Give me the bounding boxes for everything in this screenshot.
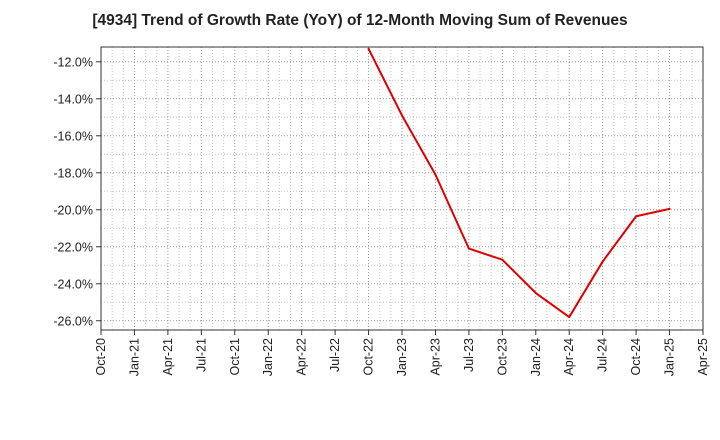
data-point xyxy=(568,316,571,319)
y-tick-label: -16.0% xyxy=(53,129,93,143)
data-point xyxy=(601,260,604,263)
x-tick-label: Oct-20 xyxy=(94,338,108,376)
series-line xyxy=(367,47,671,319)
chart-title: [4934] Trend of Growth Rate (YoY) of 12-… xyxy=(92,12,628,29)
x-tick-label: Oct-24 xyxy=(629,338,643,376)
y-tick-label: -24.0% xyxy=(53,277,93,291)
x-tick-label: Jan-23 xyxy=(395,338,409,376)
x-tick-label: Jul-22 xyxy=(328,338,342,372)
x-tick-label: Jul-23 xyxy=(462,338,476,372)
y-tick-label: -22.0% xyxy=(53,240,93,254)
x-tick-label: Jan-24 xyxy=(529,338,543,376)
y-tick-label: -18.0% xyxy=(53,166,93,180)
data-point xyxy=(668,207,671,210)
x-tick-label: Apr-23 xyxy=(428,338,442,376)
x-tick-label: Apr-25 xyxy=(696,338,710,376)
data-point xyxy=(367,47,370,50)
series-layer xyxy=(367,47,671,319)
x-tick-label: Oct-22 xyxy=(362,338,376,376)
x-tick-label: Jul-21 xyxy=(194,338,208,372)
grid-layer xyxy=(101,47,703,330)
x-tick-label: Jul-24 xyxy=(596,338,610,372)
data-point xyxy=(534,292,537,295)
y-tick-label: -20.0% xyxy=(53,203,93,217)
y-tick-label: -12.0% xyxy=(53,55,93,69)
data-point xyxy=(467,247,470,250)
y-tick-label: -14.0% xyxy=(53,92,93,106)
data-point xyxy=(434,173,437,176)
x-tick-label: Jan-22 xyxy=(261,338,275,376)
x-tick-label: Oct-21 xyxy=(228,338,242,376)
x-tick-label: Jan-21 xyxy=(127,338,141,376)
labels-layer: -12.0% -14.0% -16.0% -18.0% -20.0% -22.0% -24.… xyxy=(53,55,710,376)
x-tick-label: Jan-25 xyxy=(663,338,677,376)
x-tick-label: Apr-22 xyxy=(295,338,309,376)
y-tick-label: -26.0% xyxy=(53,314,93,328)
data-point xyxy=(501,258,504,261)
data-point xyxy=(401,114,403,117)
axes-layer xyxy=(96,46,704,335)
x-tick-label: Oct-23 xyxy=(495,338,509,376)
x-tick-label: Apr-24 xyxy=(562,338,576,376)
data-point xyxy=(635,215,638,218)
x-tick-label: Apr-21 xyxy=(161,338,175,376)
